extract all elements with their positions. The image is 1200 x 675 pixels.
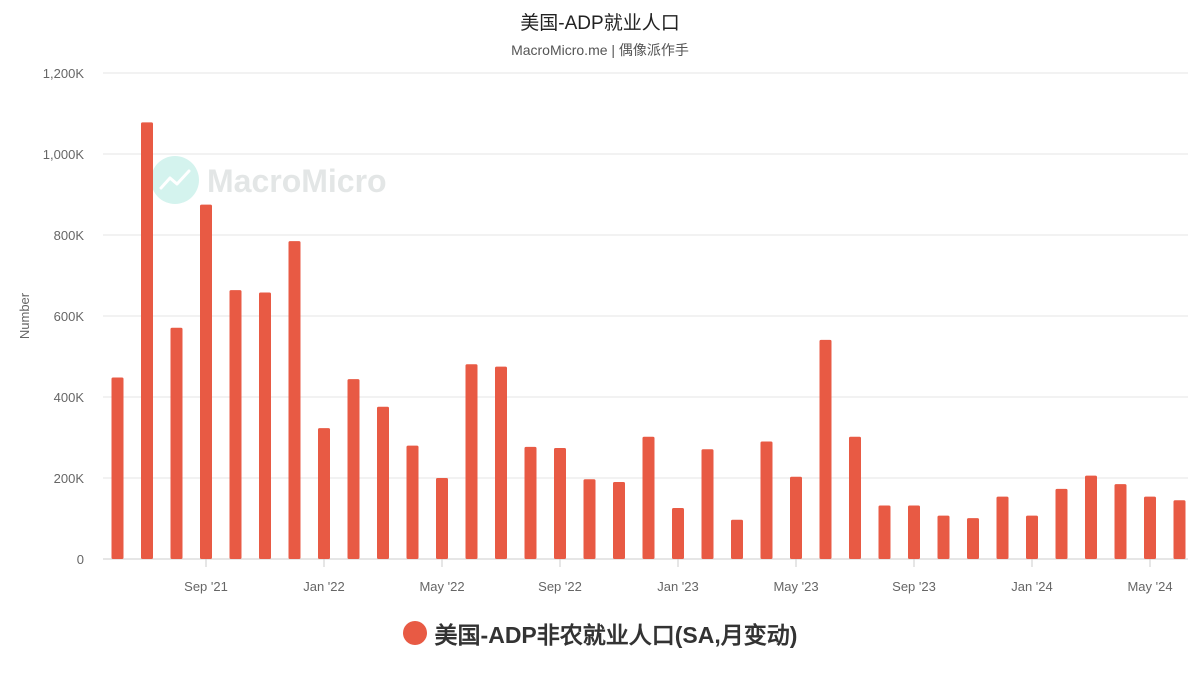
chart-title: 美国-ADP就业人口 bbox=[520, 13, 680, 34]
bar[interactable] bbox=[583, 479, 596, 559]
bar[interactable] bbox=[347, 379, 360, 559]
bar[interactable] bbox=[554, 448, 566, 559]
x-tick-label: Jan '24 bbox=[1011, 579, 1053, 594]
x-tick-label: Sep '21 bbox=[184, 579, 228, 594]
x-tick-label: Jan '22 bbox=[303, 579, 345, 594]
bar[interactable] bbox=[613, 482, 625, 559]
x-tick-label: May '22 bbox=[419, 579, 464, 594]
bar[interactable] bbox=[819, 339, 832, 559]
bar[interactable] bbox=[731, 519, 743, 559]
x-tick-label: Jan '23 bbox=[657, 579, 699, 594]
bar[interactable] bbox=[141, 122, 153, 559]
bar[interactable] bbox=[1055, 488, 1068, 559]
bar[interactable] bbox=[672, 507, 684, 559]
bar[interactable] bbox=[1144, 496, 1156, 559]
x-tick-label: Sep '22 bbox=[538, 579, 582, 594]
legend-label: 美国-ADP非农就业人口(SA,月变动) bbox=[434, 622, 798, 648]
y-tick-label: 800K bbox=[54, 228, 85, 243]
bar[interactable] bbox=[642, 436, 655, 559]
y-tick-label: 1,200K bbox=[43, 66, 85, 81]
bar[interactable] bbox=[1085, 475, 1097, 559]
bar[interactable] bbox=[259, 292, 271, 559]
x-axis: Sep '21 Jan '22 May '22 Sep '22 Jan '23 May '… bbox=[184, 559, 1173, 594]
y-axis-label: Number bbox=[17, 292, 32, 339]
bar[interactable] bbox=[406, 445, 419, 559]
chart-subtitle: MacroMicro.me | 偶像派作手 bbox=[511, 42, 689, 58]
bar[interactable] bbox=[229, 290, 242, 559]
watermark: MacroMicro bbox=[151, 156, 387, 204]
bar[interactable] bbox=[436, 478, 448, 559]
bar[interactable] bbox=[1173, 500, 1186, 559]
x-tick-label: Sep '23 bbox=[892, 579, 936, 594]
y-tick-label: 0 bbox=[77, 552, 84, 567]
bar[interactable] bbox=[790, 476, 802, 559]
bar[interactable] bbox=[1114, 484, 1127, 559]
watermark-text: MacroMicro bbox=[207, 163, 387, 199]
bar[interactable] bbox=[849, 436, 861, 559]
bar[interactable] bbox=[465, 364, 478, 559]
bar[interactable] bbox=[524, 446, 537, 559]
y-axis: 0 200K 400K 600K 800K 1,000K 1,200K bbox=[43, 66, 85, 567]
legend-marker-icon bbox=[402, 621, 427, 645]
bar[interactable] bbox=[377, 406, 389, 559]
bar[interactable] bbox=[701, 449, 714, 559]
y-tick-label: 600K bbox=[54, 309, 85, 324]
bar[interactable] bbox=[200, 204, 212, 559]
legend[interactable]: 美国-ADP非农就业人口(SA,月变动) bbox=[0, 616, 1200, 650]
y-tick-label: 400K bbox=[54, 390, 85, 405]
bar[interactable] bbox=[495, 366, 507, 559]
bars bbox=[111, 122, 1186, 559]
bar[interactable] bbox=[908, 505, 920, 559]
bar[interactable] bbox=[111, 377, 124, 559]
bar[interactable] bbox=[760, 441, 773, 559]
bar[interactable] bbox=[318, 428, 330, 559]
bar[interactable] bbox=[967, 518, 979, 559]
y-tick-label: 1,000K bbox=[43, 147, 85, 162]
bar[interactable] bbox=[878, 505, 891, 559]
bar[interactable] bbox=[937, 515, 950, 559]
macromicro-logo-icon bbox=[151, 156, 199, 204]
x-tick-label: May '23 bbox=[773, 579, 818, 594]
y-tick-label: 200K bbox=[54, 471, 85, 486]
x-tick-label: May '24 bbox=[1127, 579, 1172, 594]
bar[interactable] bbox=[1026, 515, 1038, 559]
bar[interactable] bbox=[170, 327, 183, 559]
bar[interactable] bbox=[996, 496, 1009, 559]
gridlines bbox=[103, 72, 1188, 560]
bar[interactable] bbox=[288, 241, 301, 559]
